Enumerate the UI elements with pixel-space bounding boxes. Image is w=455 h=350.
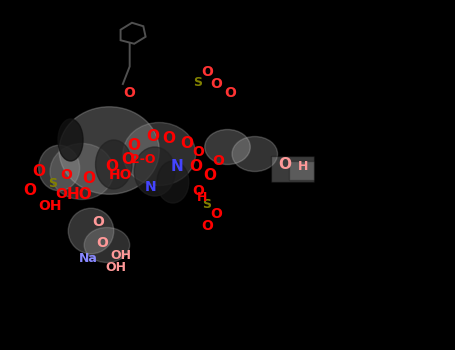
Ellipse shape bbox=[59, 107, 159, 194]
Text: O: O bbox=[121, 152, 134, 167]
Text: S: S bbox=[202, 198, 212, 211]
Text: S: S bbox=[48, 177, 57, 190]
Text: O: O bbox=[56, 187, 67, 201]
FancyBboxPatch shape bbox=[271, 156, 314, 182]
Text: O: O bbox=[210, 206, 222, 220]
Text: O: O bbox=[192, 184, 204, 198]
Text: HO: HO bbox=[109, 168, 132, 182]
Text: O: O bbox=[82, 171, 95, 186]
Ellipse shape bbox=[68, 208, 114, 254]
Text: O: O bbox=[189, 159, 202, 174]
Text: O: O bbox=[278, 157, 291, 172]
Text: O: O bbox=[224, 86, 236, 100]
Text: O: O bbox=[105, 159, 118, 174]
FancyBboxPatch shape bbox=[289, 161, 314, 180]
Text: O: O bbox=[32, 164, 45, 179]
Text: O: O bbox=[201, 65, 213, 79]
Text: O: O bbox=[128, 138, 141, 153]
Text: O: O bbox=[212, 154, 224, 168]
Text: 2-O: 2-O bbox=[131, 153, 156, 166]
Text: O: O bbox=[203, 168, 216, 182]
Ellipse shape bbox=[58, 119, 83, 161]
Ellipse shape bbox=[123, 122, 196, 186]
Ellipse shape bbox=[205, 130, 250, 164]
Text: O: O bbox=[23, 183, 36, 198]
Text: O: O bbox=[146, 129, 159, 144]
Text: O: O bbox=[124, 86, 136, 100]
Ellipse shape bbox=[134, 147, 175, 196]
Ellipse shape bbox=[157, 161, 189, 203]
Text: Na: Na bbox=[79, 252, 98, 266]
Text: OH: OH bbox=[110, 249, 131, 262]
Text: H: H bbox=[298, 160, 308, 173]
Text: O: O bbox=[60, 168, 72, 182]
Ellipse shape bbox=[84, 228, 130, 262]
Text: O: O bbox=[210, 77, 222, 91]
Text: H: H bbox=[197, 191, 207, 204]
Text: S: S bbox=[193, 76, 202, 89]
Ellipse shape bbox=[232, 136, 278, 172]
Ellipse shape bbox=[96, 140, 132, 189]
Text: OH: OH bbox=[38, 199, 62, 213]
Text: N: N bbox=[144, 180, 156, 194]
Text: O: O bbox=[201, 219, 213, 233]
Text: HO: HO bbox=[67, 187, 92, 202]
Text: O: O bbox=[96, 236, 108, 250]
Text: O: O bbox=[180, 136, 193, 151]
Text: OH: OH bbox=[106, 261, 126, 274]
Text: O: O bbox=[162, 131, 175, 146]
Text: N: N bbox=[171, 159, 184, 174]
Ellipse shape bbox=[39, 145, 80, 191]
Text: O: O bbox=[92, 215, 104, 229]
Ellipse shape bbox=[50, 144, 114, 200]
Text: O: O bbox=[192, 145, 204, 159]
